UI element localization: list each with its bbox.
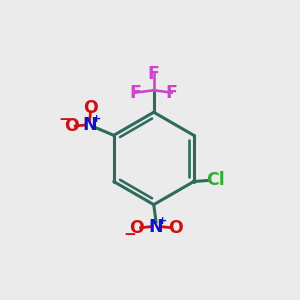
- Text: Cl: Cl: [206, 171, 224, 189]
- Text: −: −: [58, 112, 71, 127]
- Text: N: N: [82, 116, 97, 134]
- Text: +: +: [158, 216, 168, 226]
- Text: O: O: [129, 219, 144, 237]
- Text: F: F: [130, 84, 142, 102]
- Text: N: N: [149, 218, 164, 236]
- Text: +: +: [92, 114, 101, 124]
- Text: F: F: [148, 65, 160, 83]
- Text: −: −: [124, 227, 136, 242]
- Text: F: F: [166, 84, 178, 102]
- Text: O: O: [83, 99, 98, 117]
- Text: O: O: [168, 219, 183, 237]
- Text: O: O: [64, 117, 78, 135]
